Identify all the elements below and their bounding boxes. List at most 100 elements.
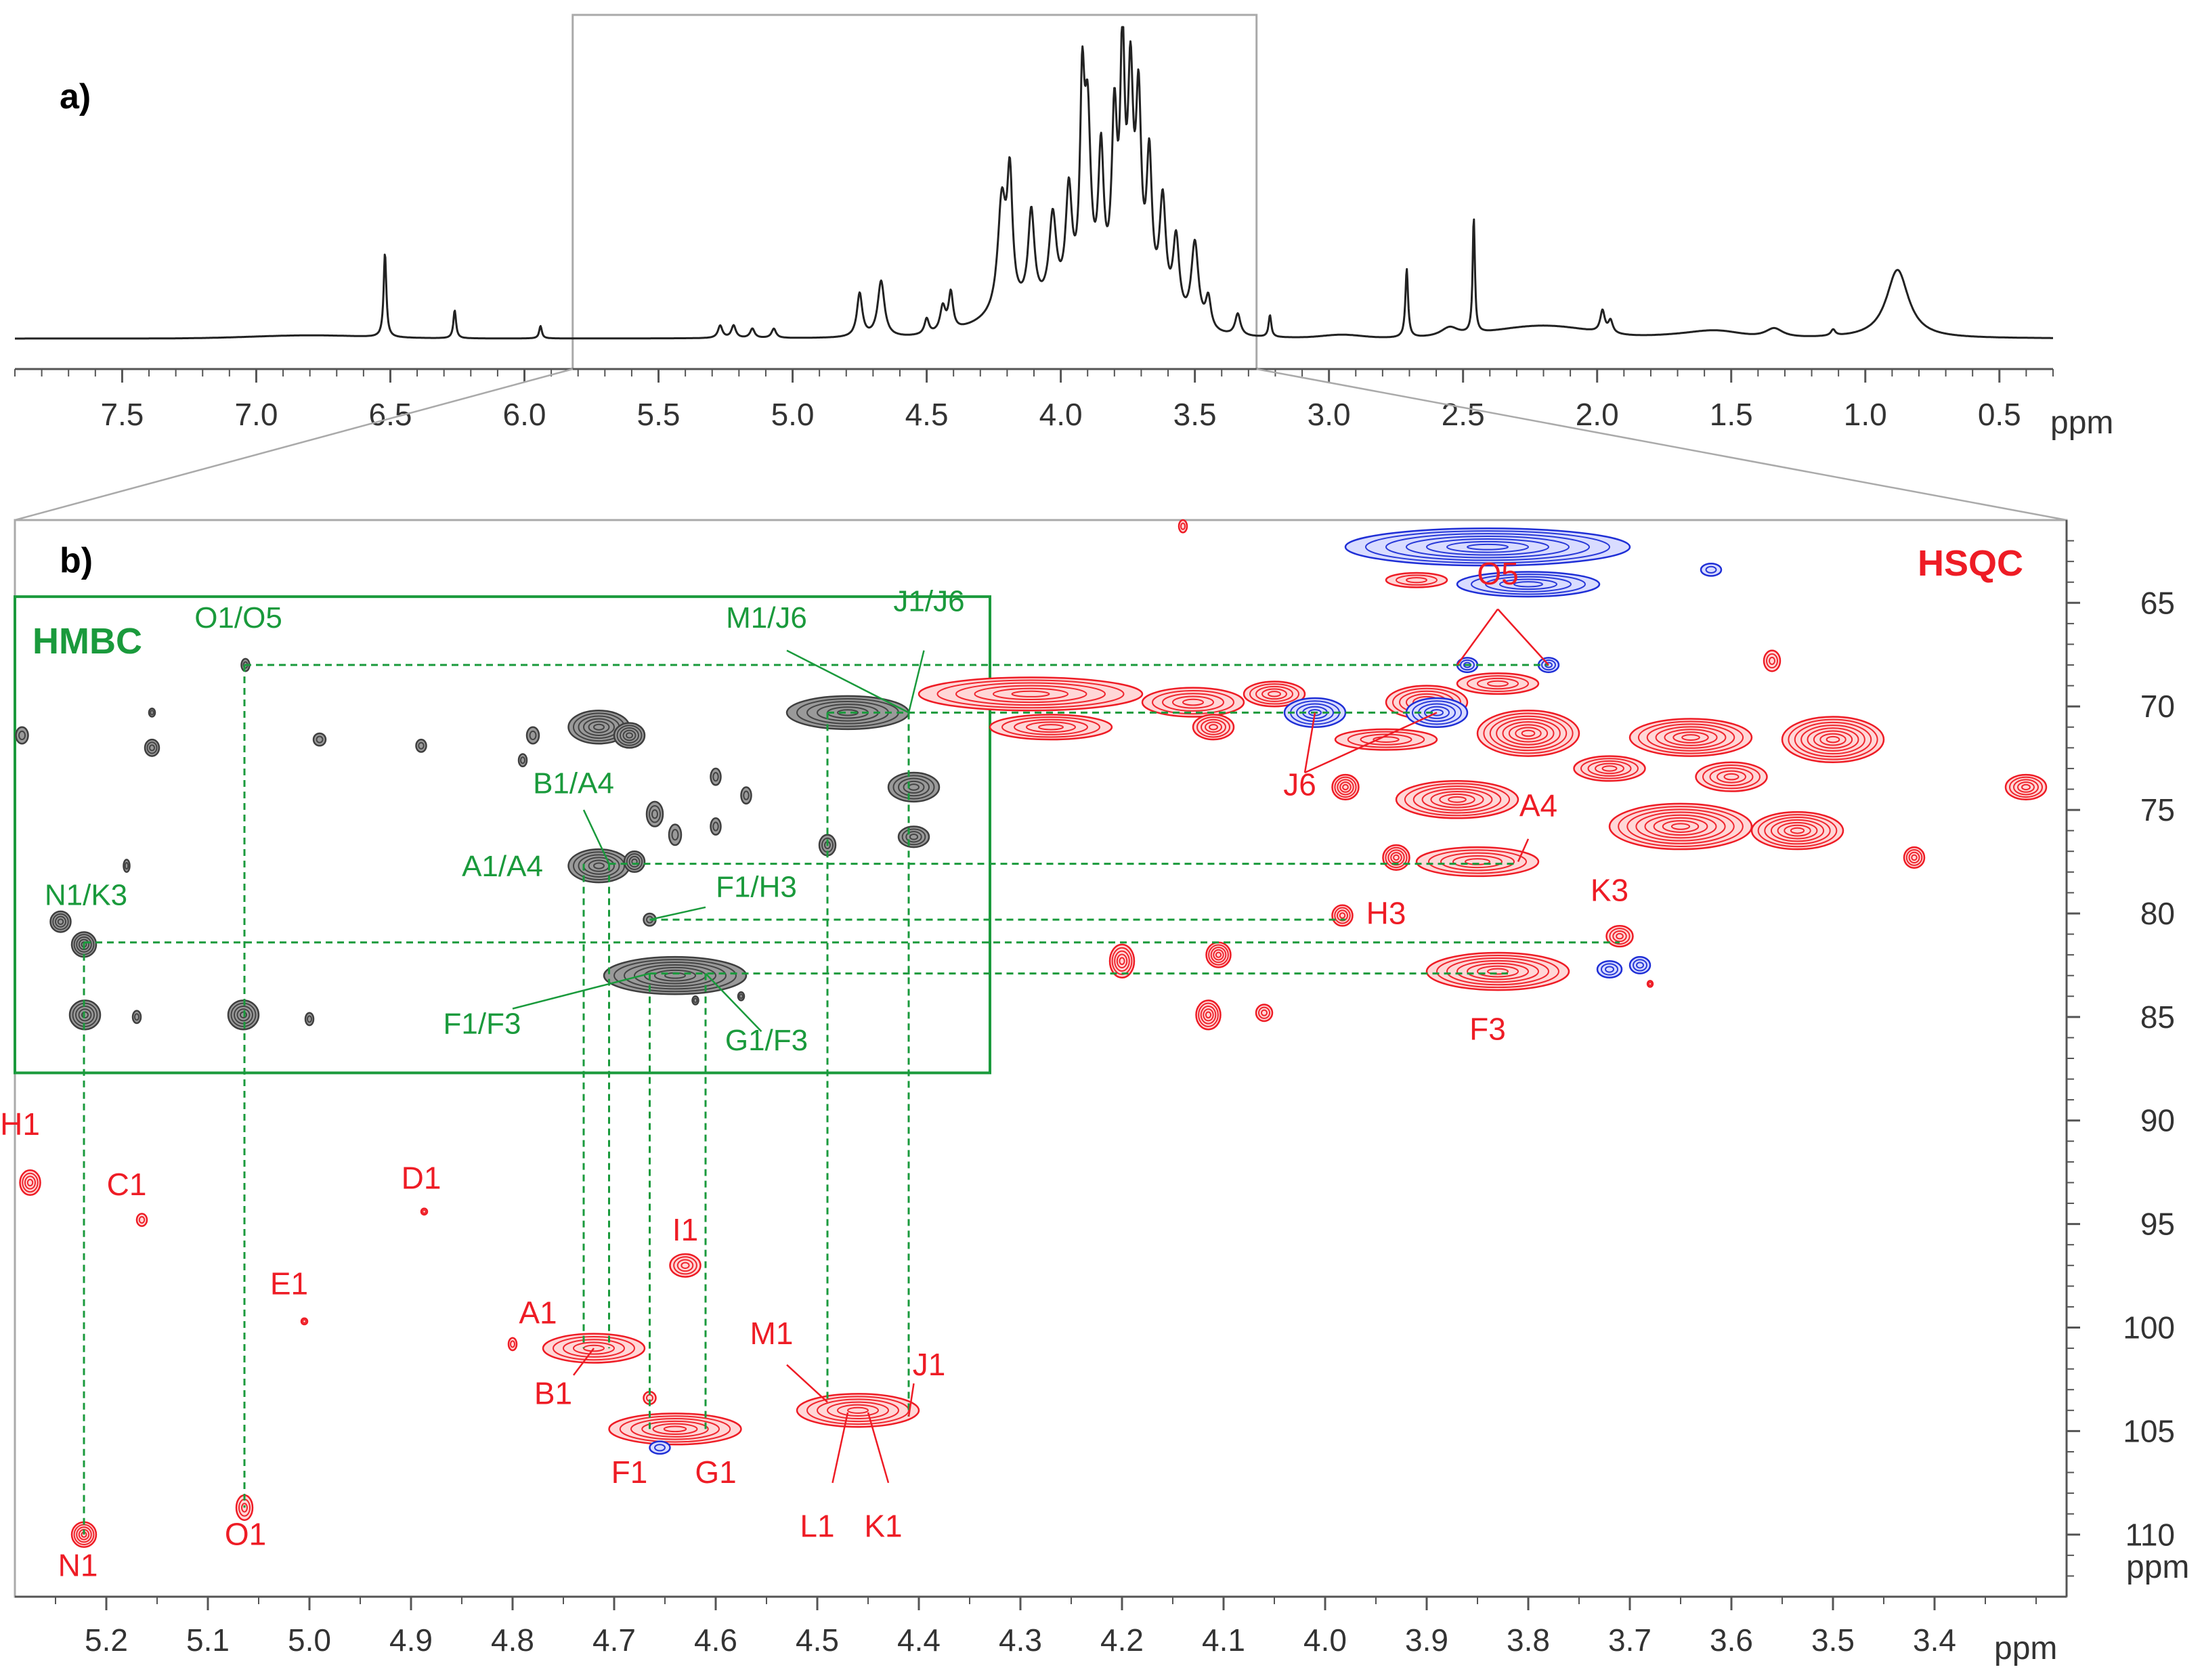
hmbc-peak-ring [740, 786, 752, 805]
hsqc-negative-peak-ring [649, 1440, 671, 1455]
hmbc-peak [415, 738, 427, 753]
leader-line [512, 972, 650, 1010]
panel-b-y-tick-label: 105 [2123, 1413, 2175, 1448]
hsqc-peak-ring [1213, 949, 1224, 961]
hmbc-peak-ring [909, 834, 919, 840]
annotation-leaders [512, 608, 1549, 1484]
hsqc-peak-ring [1385, 846, 1408, 869]
hsqc-peak [1415, 846, 1540, 878]
panel-b-y-tick-label: 110 [2125, 1517, 2175, 1552]
hsqc-peak-ring [1261, 1009, 1268, 1016]
hsqc-peak-label: K1 [864, 1508, 902, 1543]
leader-line [1304, 712, 1438, 774]
hmbc-peak [567, 848, 630, 884]
panel-b-x-tick-label: 4.5 [796, 1622, 839, 1658]
hsqc-peak [1382, 844, 1410, 871]
hsqc-negative-peak-ring [1705, 565, 1717, 574]
hsqc-peak [1334, 728, 1438, 751]
hsqc-peak-label: J1 [913, 1347, 946, 1382]
hsqc-peak [1192, 714, 1235, 741]
hmbc-peak-ring [525, 726, 540, 745]
hmbc-peak-ring [626, 732, 633, 739]
hmbc-peak-ring [15, 726, 29, 745]
hsqc-peak-ring [619, 1415, 731, 1443]
hsqc-peak-ring [1116, 953, 1128, 969]
panel-b-x-tick-label: 3.7 [1608, 1622, 1652, 1658]
hmbc-peak-ring [903, 780, 925, 794]
leader-line [705, 972, 762, 1033]
hmbc-peak [304, 1012, 315, 1027]
hmbc-peak-ring [649, 804, 661, 823]
hsqc-negative-peak [1456, 571, 1601, 598]
hmbc-peak-label: M1/J6 [726, 601, 807, 634]
hsqc-peak-ring [1826, 735, 1840, 744]
hmbc-peak-ring [588, 720, 610, 733]
hsqc-negative-peak-ring [1460, 659, 1475, 671]
hmbc-peak-ring [651, 809, 658, 819]
hsqc-peak-ring [1709, 767, 1754, 786]
hmbc-peak-ring [415, 738, 427, 753]
hsqc-peak-ring [1672, 731, 1709, 744]
hmbc-peak-label: G1/F3 [725, 1024, 808, 1057]
hsqc-peak-ring [1200, 1005, 1217, 1025]
hmbc-peak [49, 910, 72, 933]
hmbc-peak-ring [654, 969, 696, 982]
hsqc-peak-ring [1114, 950, 1130, 972]
panel-a-tick-label: 7.0 [234, 397, 278, 432]
hmbc-peak-ring [887, 771, 941, 803]
hsqc-peak-ring [1339, 912, 1346, 919]
hsqc-peak-ring [1717, 770, 1746, 783]
hsqc-peak-ring [1587, 760, 1632, 777]
hmbc-contours [15, 658, 941, 1031]
leader-line [907, 1383, 915, 1417]
hsqc-peak-ring [1205, 721, 1222, 733]
hsqc-peak-label: F3 [1469, 1011, 1506, 1046]
hsqc-peak-ring [1347, 731, 1425, 748]
hsqc-peak-ring [847, 1406, 869, 1414]
panel-a-tick-label: 6.0 [503, 397, 546, 432]
hsqc-peak-label: M1 [750, 1316, 794, 1351]
hsqc-peak-ring [507, 1337, 518, 1352]
hsqc-peak-ring [1655, 726, 1727, 749]
leader-line [573, 1348, 595, 1376]
hmbc-title: HMBC [33, 621, 142, 662]
hsqc-peak-ring [1182, 698, 1204, 706]
hsqc-peak-ring [1428, 849, 1527, 874]
hsqc-peak-ring [1337, 779, 1354, 796]
hsqc-peak-ring [1476, 710, 1580, 757]
hsqc-peak-ring [1612, 930, 1627, 943]
hmbc-peak-ring [743, 790, 750, 800]
hsqc-peak [420, 1207, 429, 1216]
leader-line [907, 650, 925, 713]
hmbc-peak-ring [307, 1015, 312, 1023]
hmbc-peak [887, 771, 941, 803]
panel-b-y-tick-label: 70 [2140, 689, 2175, 724]
hsqc-peak-ring [1412, 785, 1502, 814]
hmbc-peak-ring [304, 1012, 315, 1027]
hmbc-peak-ring [616, 725, 643, 746]
hsqc-peak-ring [1210, 947, 1227, 964]
hsqc-negative-peak [1700, 562, 1723, 577]
hsqc-peak-label: D1 [402, 1161, 441, 1196]
hsqc-peak-ring [837, 1404, 879, 1417]
hsqc-peak-ring [1508, 724, 1549, 743]
hmbc-peak-ring [613, 722, 646, 749]
hmbc-peak-ring [578, 854, 620, 878]
hsqc-peak-ring [989, 714, 1113, 741]
hsqc-peak [1141, 687, 1245, 718]
panel-b-x-tick-label: 4.4 [897, 1622, 941, 1658]
hsqc-peak [135, 1213, 148, 1227]
panel-b-x-tick-label: 3.6 [1710, 1622, 1753, 1658]
hsqc-peak-ring [817, 1398, 899, 1423]
leader-line [832, 1412, 849, 1484]
panel-a-tick-label: 4.0 [1039, 397, 1083, 432]
hmbc-peak [131, 1010, 142, 1025]
panel-b-y-tick-label: 95 [2140, 1207, 2175, 1242]
hsqc-peak-ring [2009, 776, 2043, 798]
hsqc-negative-peak-ring [1633, 959, 1647, 972]
panel-b-x-tick-label: 3.8 [1507, 1622, 1550, 1658]
hmbc-peak-ring [123, 859, 131, 874]
panel-a-tick-label: 0.5 [1978, 397, 2021, 432]
hsqc-peak-ring [1911, 854, 1918, 861]
